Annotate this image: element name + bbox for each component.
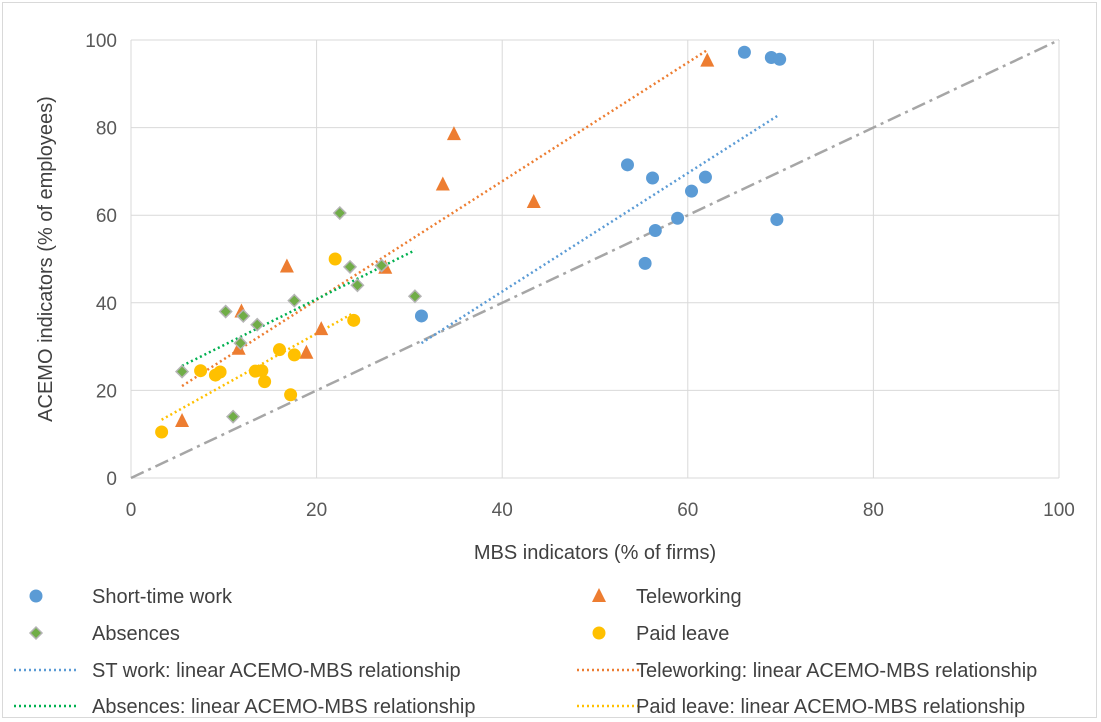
data-point [342,259,358,274]
data-point [314,321,329,336]
data-point [155,425,169,439]
data-point [175,413,190,428]
legend-item: ST work: linear ACEMO-MBS relationship [14,660,461,682]
data-point [255,364,269,378]
y-tick-label: 60 [96,206,117,227]
legend-label: Short-time work [92,586,233,608]
legend-marker [592,588,606,602]
x-tick-label: 40 [492,500,513,521]
legend-marker [592,626,606,640]
data-point [299,344,314,359]
series-teleworking [175,52,715,428]
y-tick-label: 80 [96,119,117,140]
legend-item: Paid leave [592,623,729,645]
legend-label: Paid leave [636,623,729,645]
y-tick-label: 20 [96,381,117,402]
data-point [233,336,248,351]
y-axis-title: ACEMO indicators (% of employees) [35,96,57,422]
data-point [773,52,787,66]
data-point [620,158,634,172]
series-absences [174,205,423,424]
legend-item: Short-time work [29,586,233,608]
y-tick-label: 100 [85,31,117,52]
trendline [420,113,781,345]
data-point [526,194,541,209]
legend-label: Absences: linear ACEMO-MBS relationship [92,696,476,718]
data-point [685,184,699,198]
x-tick-label: 0 [126,500,137,521]
data-point [272,343,286,357]
legend-label: Paid leave: linear ACEMO-MBS relationshi… [636,696,1025,718]
data-point [698,170,712,184]
series-paid-leave [155,252,361,439]
reference-line [130,38,1060,480]
data-points [155,45,787,439]
legend-item: Teleworking [592,586,742,608]
data-point [328,252,342,266]
data-point [648,224,662,238]
data-point [770,213,784,227]
trendlines [161,49,781,421]
data-point [287,348,301,362]
legend-label: Absences [92,623,180,645]
data-point [347,313,361,327]
trendline [161,311,355,421]
data-point [700,52,715,67]
legend-marker [28,625,44,641]
data-point [236,308,251,324]
data-point [671,211,685,225]
x-tick-label: 20 [306,500,327,521]
data-point [218,304,233,319]
data-point [332,205,347,221]
data-point [374,258,389,273]
data-point [258,375,272,389]
x-tick-label: 60 [677,500,698,521]
data-point [350,278,365,293]
data-point [194,364,208,378]
data-point [250,317,265,332]
data-point [737,45,751,59]
data-point [287,293,302,308]
y-tick-label: 0 [106,469,117,490]
legend-label: Teleworking [636,586,742,608]
data-point [638,256,652,270]
data-point [446,126,461,141]
legend-label: ST work: linear ACEMO-MBS relationship [92,660,461,682]
data-point [174,364,190,379]
legend: Short-time work Teleworking Absences Paid l… [14,586,1037,718]
legend-marker [29,589,43,603]
legend-label: Teleworking: linear ACEMO-MBS relationsh… [636,660,1037,682]
grid [130,39,1060,479]
reference-line-layer [130,38,1060,480]
y-tick-label: 40 [96,294,117,315]
legend-item: Absences: linear ACEMO-MBS relationship [14,696,476,718]
data-point [414,309,428,323]
x-tick-label: 100 [1043,500,1075,521]
x-tick-label: 80 [863,500,884,521]
legend-item: Teleworking: linear ACEMO-MBS relationsh… [577,660,1037,682]
data-point [213,365,227,379]
trendline [181,49,708,388]
data-point [407,289,423,304]
tick-labels: 0 20 40 60 80 100 0 20 40 60 80 100 [85,31,1075,521]
legend-item: Absences [28,623,180,645]
data-point [226,409,241,424]
data-point [279,258,294,273]
legend-item: Paid leave: linear ACEMO-MBS relationshi… [577,696,1025,718]
data-point [435,176,450,191]
data-point [284,388,298,402]
series-short-time-work [414,45,787,323]
data-point [646,171,660,185]
x-axis-title: MBS indicators (% of firms) [474,542,716,564]
trendline [181,249,416,367]
